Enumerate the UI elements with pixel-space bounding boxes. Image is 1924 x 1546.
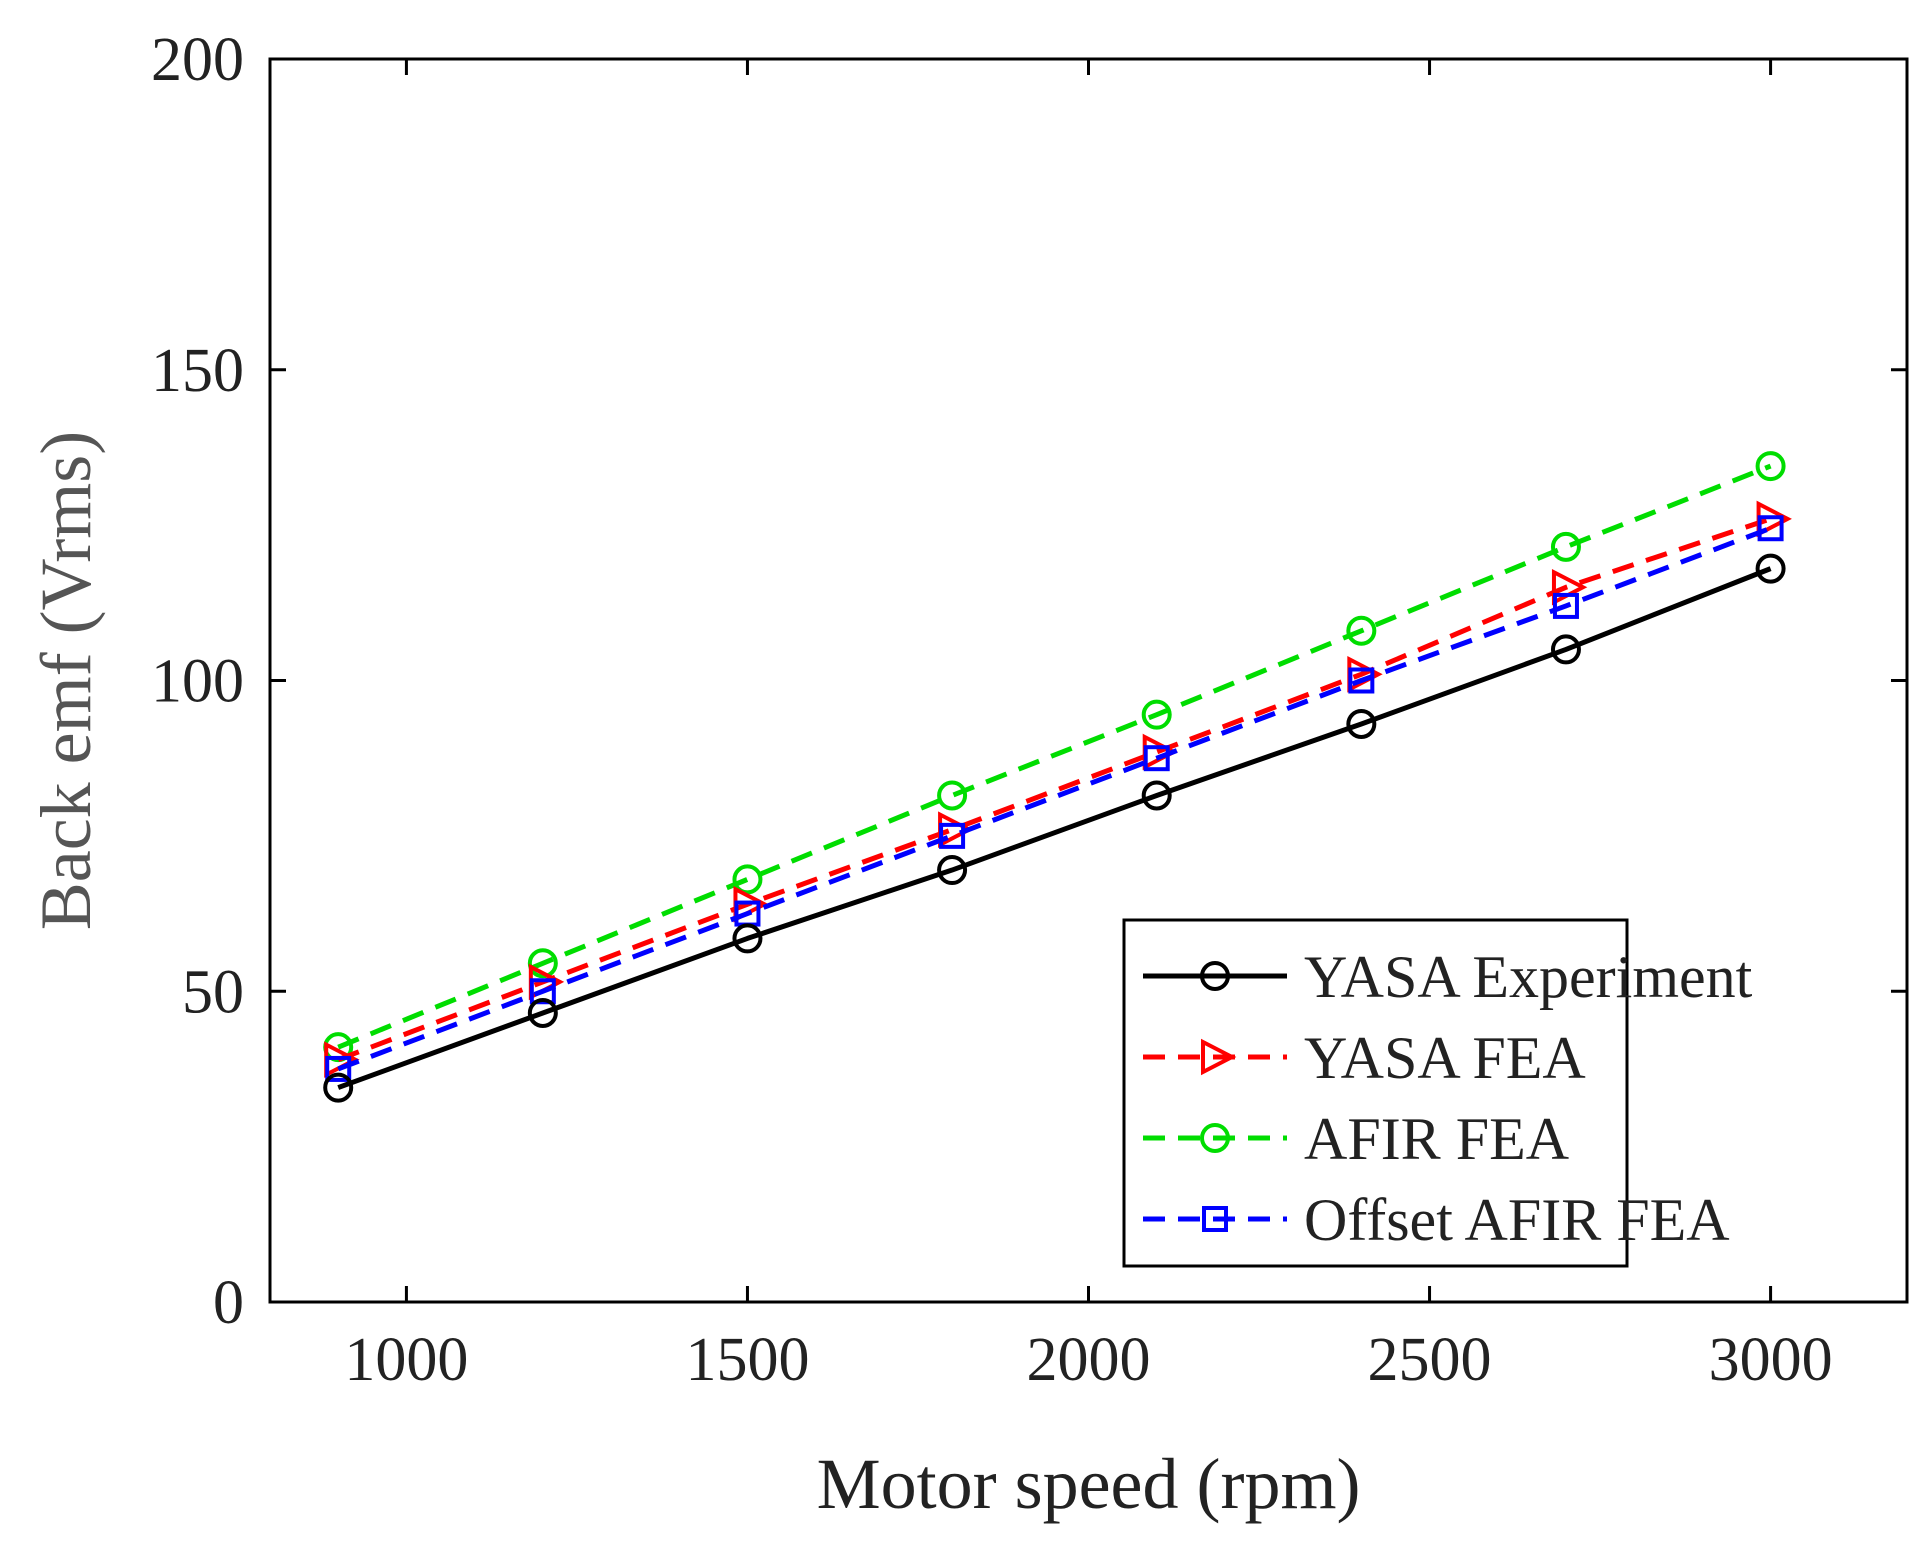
- legend-label-yasa-fea: YASA FEA: [1304, 1025, 1586, 1091]
- data-point-offset-afir-fea: [1143, 745, 1170, 772]
- y-tick-label: 100: [151, 648, 244, 716]
- data-point-afir-fea: [732, 864, 763, 895]
- series-line-afir-fea: [337, 463, 1772, 1050]
- y-tick-label: 50: [182, 958, 244, 1026]
- series-line-yasa-experiment: [337, 566, 1772, 1090]
- data-point-offset-afir-fea: [1348, 667, 1375, 694]
- ticks-layer: 1000 1500 2000 2500 3000 0 50 100 150 200: [151, 26, 1907, 1394]
- series-layer: [323, 451, 1792, 1103]
- y-axis-label: Back emf (Vrms): [26, 431, 106, 931]
- data-point-afir-fea: [1755, 451, 1786, 482]
- legend: YASA Experiment YASA FEA AFIR FEA Offset AF…: [1122, 918, 1753, 1268]
- series-line-yasa-fea: [337, 516, 1772, 1062]
- x-tick-label: 2000: [1027, 1326, 1151, 1394]
- data-point-yasa-experiment: [1755, 553, 1786, 584]
- data-point-afir-fea: [1141, 699, 1172, 730]
- data-point-offset-afir-fea: [1552, 592, 1579, 619]
- y-tick-label: 200: [151, 26, 244, 94]
- x-tick-label: 2500: [1368, 1326, 1492, 1394]
- legend-marker-yasa-fea: [1201, 1038, 1237, 1076]
- data-point-afir-fea: [527, 948, 558, 979]
- data-point-yasa-experiment: [1550, 634, 1581, 665]
- series-yasa-experiment: [323, 553, 1786, 1103]
- y-tick-label: 0: [213, 1269, 244, 1337]
- legend-marker-offset-afir-fea: [1202, 1206, 1228, 1232]
- data-point-yasa-experiment: [1346, 709, 1377, 740]
- data-point-afir-fea: [1346, 615, 1377, 646]
- data-point-offset-afir-fea: [1757, 515, 1784, 542]
- data-point-yasa-experiment: [937, 855, 968, 886]
- x-tick-label: 1500: [685, 1326, 809, 1394]
- x-axis-label: Motor speed (rpm): [817, 1444, 1361, 1524]
- legend-label-yasa-experiment: YASA Experiment: [1304, 944, 1753, 1010]
- legend-marker-yasa-experiment: [1200, 961, 1230, 991]
- data-point-offset-afir-fea: [325, 1055, 352, 1082]
- data-point-afir-fea: [937, 780, 968, 811]
- y-tick-label: 150: [151, 337, 244, 405]
- x-tick-label: 1000: [344, 1326, 468, 1394]
- x-tick-label: 3000: [1709, 1326, 1833, 1394]
- data-point-offset-afir-fea: [529, 978, 556, 1005]
- series-line-offset-afir-fea: [337, 525, 1772, 1072]
- data-point-yasa-experiment: [732, 923, 763, 954]
- data-point-yasa-experiment: [1141, 780, 1172, 811]
- legend-label-offset-afir-fea: Offset AFIR FEA: [1304, 1187, 1730, 1253]
- data-point-afir-fea: [1550, 531, 1581, 562]
- series-afir-fea: [323, 451, 1786, 1063]
- data-point-yasa-experiment: [527, 998, 558, 1029]
- data-point-yasa-experiment: [323, 1072, 354, 1103]
- data-point-offset-afir-fea: [939, 822, 966, 849]
- legend-label-afir-fea: AFIR FEA: [1304, 1106, 1569, 1172]
- legend-marker-afir-fea: [1200, 1123, 1230, 1153]
